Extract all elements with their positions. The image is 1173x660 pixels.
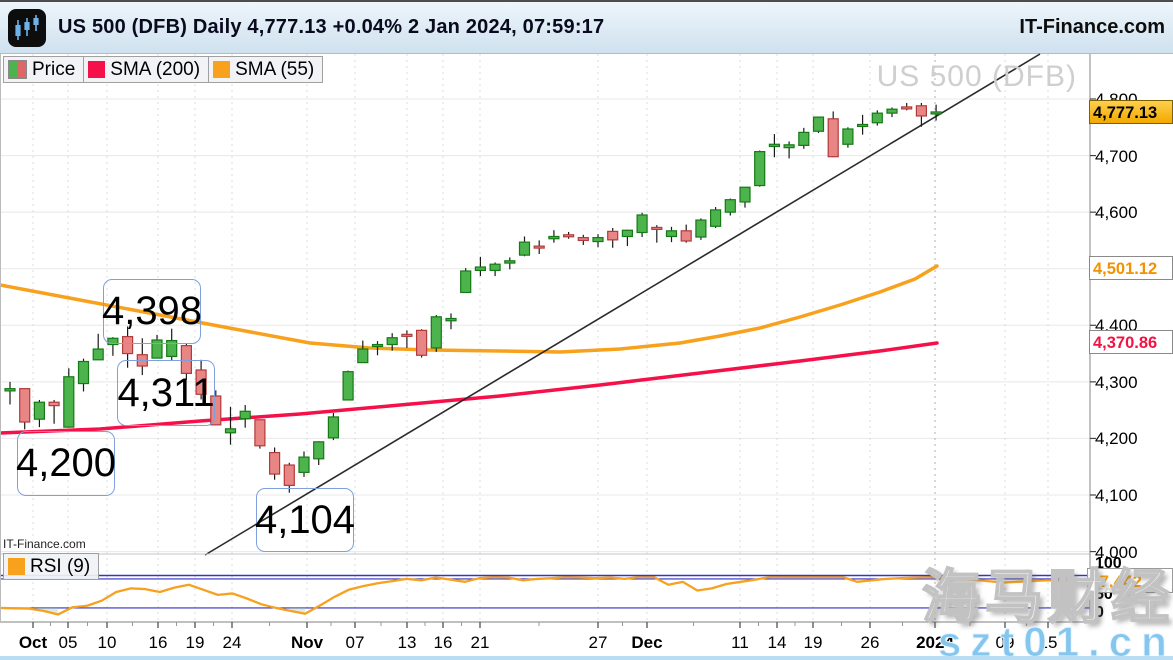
x-tick-15: 15 — [1038, 633, 1058, 652]
x-tick-Nov: Nov — [290, 633, 324, 652]
rsi-axis-0: 0 — [1095, 604, 1104, 621]
symbol-watermark: US 500 (DFB) — [876, 60, 1077, 93]
candles — [4, 102, 942, 493]
legend-sma55[interactable]: SMA (55) — [208, 56, 324, 83]
legend-rsi-label: RSI (9) — [30, 555, 91, 577]
x-tick-19: 19 — [185, 633, 205, 652]
x-tick-11: 11 — [731, 633, 749, 652]
x-tick-24: 24 — [222, 633, 242, 652]
annotation-4398[interactable]: 4,398 — [102, 279, 202, 344]
app-logo-icon[interactable] — [8, 8, 46, 47]
price-swatch-icon — [8, 60, 27, 79]
cn-watermark: 海马财经 — [921, 564, 1173, 631]
x-tick-19: 19 — [803, 633, 823, 652]
x-tick-26: 26 — [860, 633, 880, 652]
y-tick-4700: 4,700 — [1095, 146, 1138, 166]
rsi-plot — [0, 575, 1090, 616]
annotation-4311[interactable]: 4,311 — [117, 360, 215, 426]
legend-price-label: Price — [32, 58, 76, 80]
x-tick-16: 16 — [433, 633, 453, 652]
header-bar: US 500 (DFB) Daily 4,777.13 +0.04% 2 Jan… — [0, 2, 1173, 54]
legend-sma55-label: SMA (55) — [235, 58, 315, 80]
x-tick-21: 21 — [470, 633, 490, 652]
brand-link[interactable]: IT-Finance.com — [1019, 16, 1165, 38]
sma55-swatch-icon — [213, 61, 231, 78]
x-tick-13: 13 — [397, 633, 417, 652]
sma200-price-tag: 4,370.86 — [1089, 329, 1173, 354]
y-tick-4100: 4,100 — [1095, 486, 1138, 505]
sma55-price-tag: 4,501.12 — [1089, 256, 1173, 281]
sma200-swatch-icon — [88, 61, 106, 78]
last-price-tag: 4,777.13 — [1089, 99, 1173, 124]
legend-sma200[interactable]: SMA (200) — [83, 56, 210, 83]
x-tick-09: 09 — [995, 633, 1015, 652]
rsi-value-tag: 67.442 — [1087, 568, 1173, 593]
x-tick-05: 05 — [58, 633, 78, 652]
legend-row: Price SMA (200) SMA (55) — [3, 56, 324, 83]
bottom-edge — [0, 656, 1173, 660]
x-tick-10: 10 — [97, 633, 117, 652]
x-tick-27: 27 — [588, 633, 608, 652]
legend-sma200-label: SMA (200) — [110, 58, 201, 80]
rsi-axis-100: 100 — [1095, 555, 1122, 572]
y-tick-4200: 4,200 — [1095, 429, 1138, 449]
cn-url-watermark: szt01.cn — [938, 618, 1173, 660]
x-tick-07: 07 — [345, 633, 365, 652]
x-tick-16: 16 — [148, 633, 168, 652]
site-credit: IT-Finance.com — [3, 537, 86, 551]
x-tick-2024: 2024 — [916, 633, 954, 652]
gridlines — [0, 54, 1090, 622]
x-tick-14: 14 — [767, 633, 787, 652]
legend-price[interactable]: Price — [3, 56, 85, 83]
rsi-swatch-icon — [8, 558, 25, 575]
sma-lines — [0, 264, 939, 435]
annotation-4200[interactable]: 4,200 — [16, 431, 116, 496]
x-tick-Oct: Oct — [18, 633, 48, 652]
rsi-legend-row: RSI (9) — [3, 553, 100, 580]
y-tick-4300: 4,300 — [1095, 372, 1138, 392]
candlestick-logo-glyph — [15, 14, 39, 40]
instrument-title: US 500 (DFB) Daily 4,777.13 +0.04% 2 Jan… — [58, 16, 605, 38]
legend-rsi[interactable]: RSI (9) — [3, 553, 100, 580]
trendline[interactable] — [204, 53, 1041, 556]
panel-frame — [0, 54, 1096, 628]
x-tick-Dec: Dec — [631, 633, 663, 652]
y-tick-4600: 4,600 — [1095, 203, 1138, 223]
y-tick-4000: 4,000 — [1095, 542, 1138, 562]
annotation-4104[interactable]: 4,104 — [255, 488, 355, 552]
